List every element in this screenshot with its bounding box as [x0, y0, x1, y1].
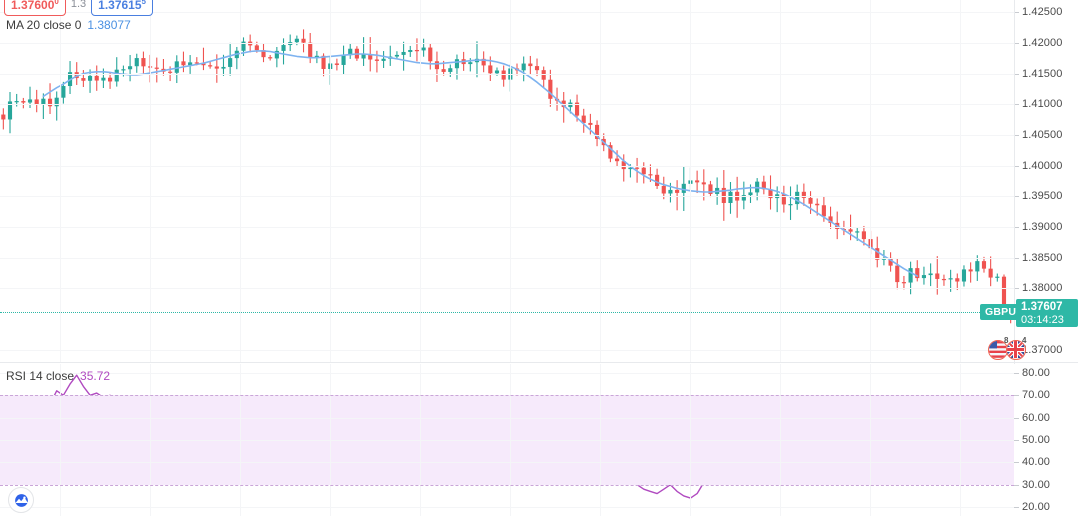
gridline-vertical: [870, 0, 871, 362]
rsi-legend-label: RSI 14 close: [6, 369, 75, 383]
price-axis-tick-dash: [1014, 258, 1019, 259]
price-axis-tick-dash: [1014, 74, 1019, 75]
ask-price-value: 1.37615: [98, 0, 142, 12]
bid-price-sup: 0: [54, 0, 59, 6]
gridline-horizontal: [0, 418, 1014, 419]
gridline-vertical: [240, 0, 241, 362]
rsi-axis-tick: 30.00: [1022, 478, 1051, 491]
spread-value: 1.3: [70, 0, 87, 10]
uk-flag-event-badge: 4: [1022, 336, 1027, 345]
gridline-vertical: [510, 0, 511, 362]
rsi-overbought-oversold-band: [0, 395, 1014, 485]
price-axis-tick: 1.39500: [1022, 190, 1063, 203]
gridline-vertical: [150, 0, 151, 362]
rsi-axis-tick-dash: [1014, 462, 1019, 463]
ma-indicator-legend[interactable]: MA 20 close 0 1.38077: [6, 18, 131, 32]
rsi-level-line: [0, 395, 1014, 396]
price-axis-tick: 1.41500: [1022, 67, 1063, 80]
rsi-chart-pane[interactable]: [0, 364, 1014, 516]
gridline-horizontal: [0, 166, 1014, 167]
gridline-vertical: [330, 0, 331, 362]
gridline-horizontal: [0, 43, 1014, 44]
site-logo[interactable]: [8, 487, 34, 513]
rsi-indicator-legend[interactable]: RSI 14 close 35.72: [6, 369, 110, 383]
ask-price-sup: 5: [141, 0, 146, 6]
current-price-badge[interactable]: 1.37607 03:14:23: [1016, 299, 1078, 328]
rsi-axis[interactable]: 80.00 70.00 60.00 50.00 40.00 30.00 20.00: [1014, 364, 1078, 516]
mountain-chart-icon: [14, 493, 28, 507]
price-axis-tick: 1.38000: [1022, 282, 1063, 295]
axis-separator: [1014, 0, 1015, 516]
rsi-axis-tick: 40.00: [1022, 456, 1051, 469]
candlestick-series: [1, 29, 1013, 324]
rsi-axis-tick: 80.00: [1022, 366, 1051, 379]
price-axis-tick: 1.37000: [1022, 343, 1063, 356]
gridline-vertical: [60, 0, 61, 362]
gridline-vertical: [780, 0, 781, 362]
price-axis-tick-dash: [1014, 166, 1019, 167]
price-axis-tick: 1.42500: [1022, 6, 1063, 19]
rsi-axis-tick-dash: [1014, 440, 1019, 441]
rsi-legend-value: 35.72: [80, 369, 111, 383]
rsi-axis-tick-dash: [1014, 395, 1019, 396]
rsi-axis-tick-dash: [1014, 485, 1019, 486]
price-axis-tick-dash: [1014, 104, 1019, 105]
price-axis-tick: 1.41000: [1022, 98, 1063, 111]
current-price-value: 1.37607: [1021, 301, 1063, 314]
price-axis-tick-dash: [1014, 196, 1019, 197]
pane-separator: [0, 362, 1078, 363]
rsi-axis-tick: 70.00: [1022, 389, 1051, 402]
price-axis-tick: 1.39000: [1022, 221, 1063, 234]
gridline-horizontal: [0, 258, 1014, 259]
gridline-vertical: [600, 0, 601, 362]
gridline-horizontal: [0, 12, 1014, 13]
bid-price-value: 1.37600: [11, 0, 55, 12]
ma-legend-value: 1.38077: [87, 18, 131, 32]
rsi-axis-tick-dash: [1014, 507, 1019, 508]
ma-legend-label: MA 20 close 0: [6, 18, 82, 32]
rsi-axis-tick: 50.00: [1022, 434, 1051, 446]
price-axis-tick: 1.40500: [1022, 128, 1063, 141]
rsi-axis-tick-dash: [1014, 418, 1019, 419]
gridline-horizontal: [0, 104, 1014, 105]
price-axis-tick: 1.42000: [1022, 36, 1063, 49]
uk-flag-event-icon[interactable]: [1006, 340, 1026, 360]
price-axis-tick-dash: [1014, 12, 1019, 13]
gridline-vertical: [690, 0, 691, 362]
rsi-axis-tick: 60.00: [1022, 411, 1051, 424]
quote-bar: 1.376000 1.3 1.376155: [4, 0, 153, 16]
price-chart-pane[interactable]: [0, 0, 1014, 362]
rsi-axis-tick-dash: [1014, 373, 1019, 374]
price-axis-tick: 1.40000: [1022, 159, 1063, 172]
current-price-line: [0, 312, 1014, 313]
price-axis-tick-dash: [1014, 227, 1019, 228]
gridline-horizontal: [0, 227, 1014, 228]
rsi-axis-tick: 20.00: [1022, 501, 1051, 514]
us-flag-event-badge: 8: [1004, 336, 1009, 345]
gridline-horizontal: [0, 440, 1014, 441]
price-axis-tick-dash: [1014, 135, 1019, 136]
gridline-horizontal: [0, 135, 1014, 136]
gridline-horizontal: [0, 196, 1014, 197]
bid-price-tag[interactable]: 1.376000: [4, 0, 66, 16]
gridline-horizontal: [0, 462, 1014, 463]
ask-price-tag[interactable]: 1.376155: [91, 0, 153, 16]
gridline-horizontal: [0, 373, 1014, 374]
gridline-horizontal: [0, 74, 1014, 75]
gridline-horizontal: [0, 507, 1014, 508]
price-axis-tick-dash: [1014, 43, 1019, 44]
price-axis-tick: 1.38500: [1022, 251, 1063, 264]
gridline-vertical: [420, 0, 421, 362]
rsi-level-line: [0, 485, 1014, 486]
gridline-horizontal: [0, 288, 1014, 289]
price-axis-tick-dash: [1014, 288, 1019, 289]
bar-countdown-timer: 03:14:23: [1021, 314, 1064, 327]
gridline-vertical: [960, 0, 961, 362]
gridline-horizontal: [0, 350, 1014, 351]
